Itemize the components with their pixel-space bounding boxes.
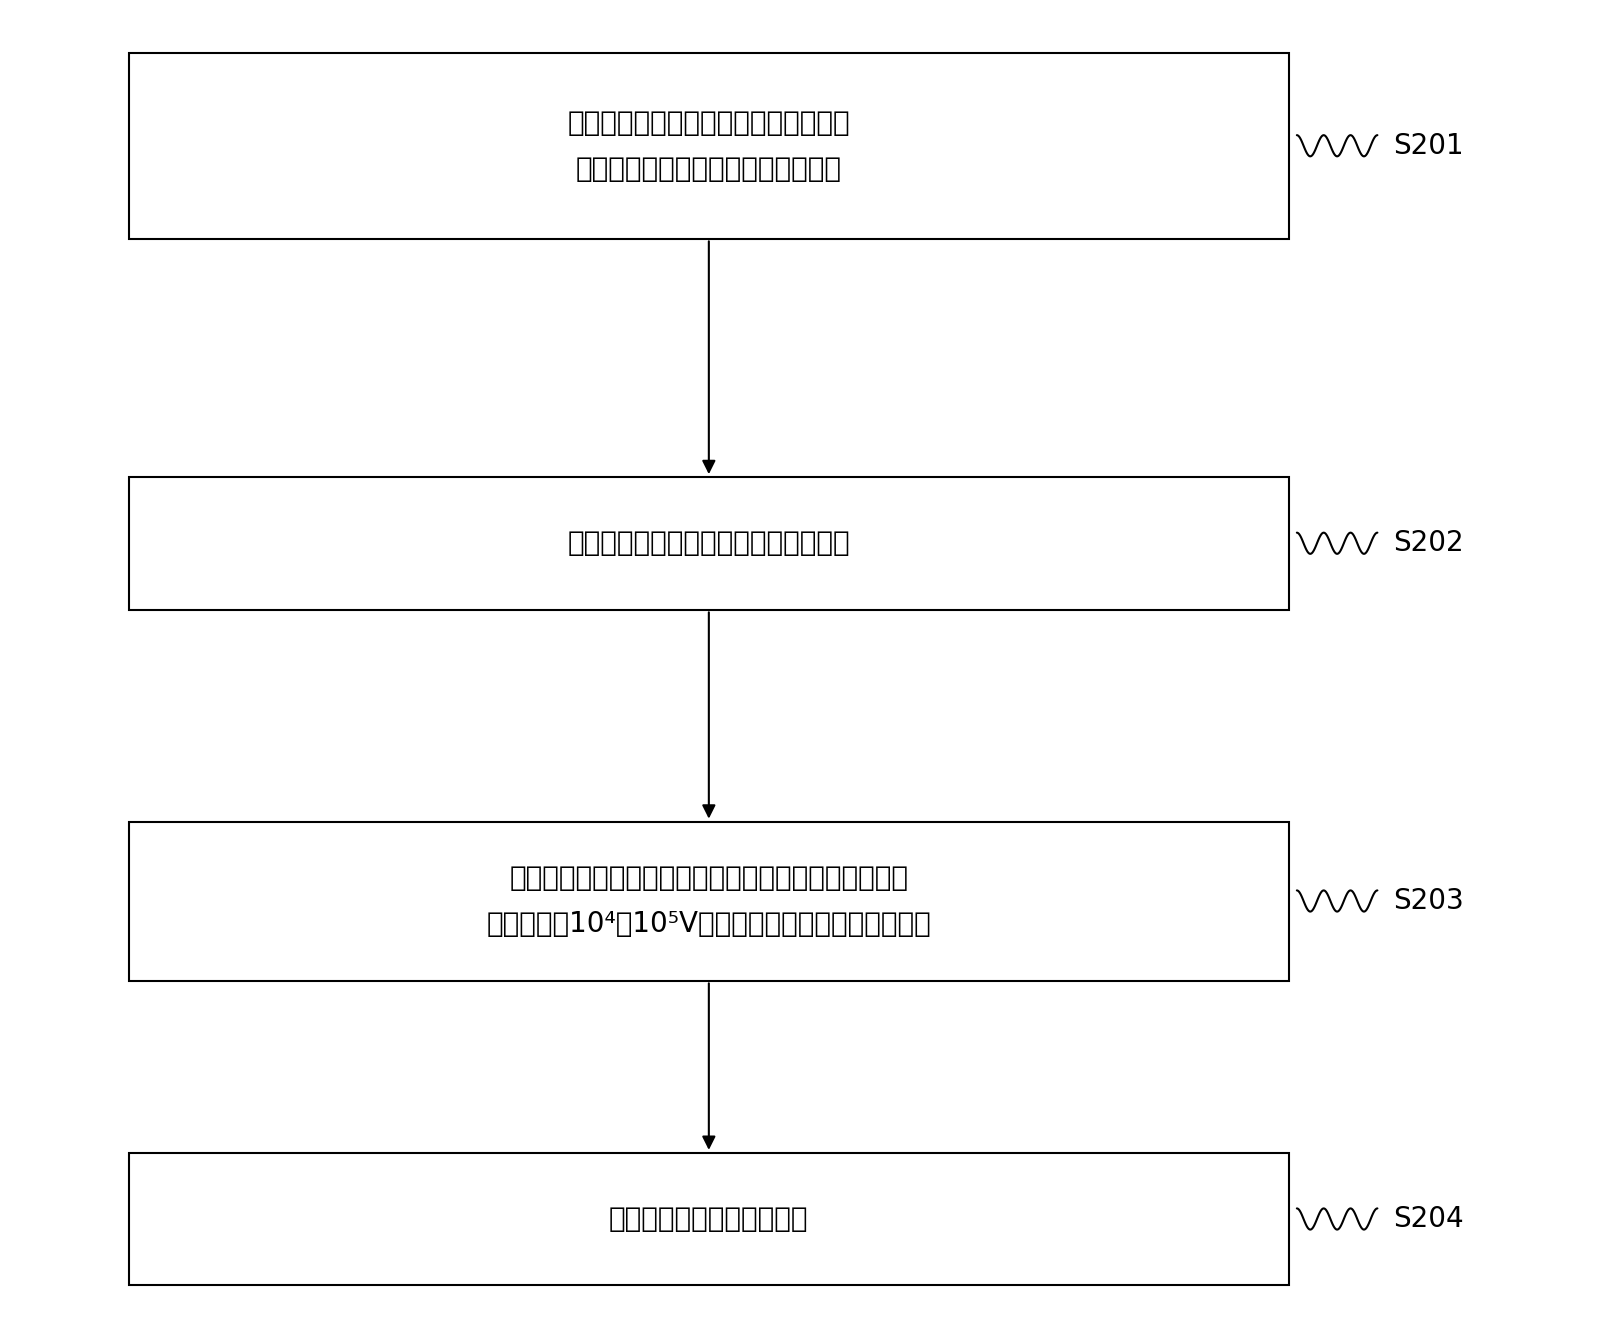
Text: 挥发有机溶剂，形成有源层: 挥发有机溶剂，形成有源层: [609, 1204, 809, 1234]
Text: 将待沉积有源层的表面作为接受板接地: 将待沉积有源层的表面作为接受板接地: [567, 529, 851, 558]
Text: S204: S204: [1394, 1204, 1464, 1234]
Text: 合溶液加上10⁴～10⁵V电压制备有机半导体纳米纤维膜: 合溶液加上10⁴～10⁵V电压制备有机半导体纳米纤维膜: [487, 910, 931, 938]
Text: S202: S202: [1394, 529, 1464, 558]
FancyBboxPatch shape: [129, 477, 1289, 610]
Text: 合溶液放置到电纺丝设备的喷丝管中: 合溶液放置到电纺丝设备的喷丝管中: [575, 155, 843, 183]
Text: 将高分子聚合物与有机半导体分子的混: 将高分子聚合物与有机半导体分子的混: [567, 109, 851, 136]
Text: S201: S201: [1394, 131, 1464, 160]
FancyBboxPatch shape: [129, 1153, 1289, 1285]
Text: S203: S203: [1394, 886, 1464, 916]
FancyBboxPatch shape: [129, 822, 1289, 980]
FancyBboxPatch shape: [129, 53, 1289, 238]
Text: 通过电纺丝设备给高分子聚合物与有机半导体分子的混: 通过电纺丝设备给高分子聚合物与有机半导体分子的混: [509, 864, 909, 892]
